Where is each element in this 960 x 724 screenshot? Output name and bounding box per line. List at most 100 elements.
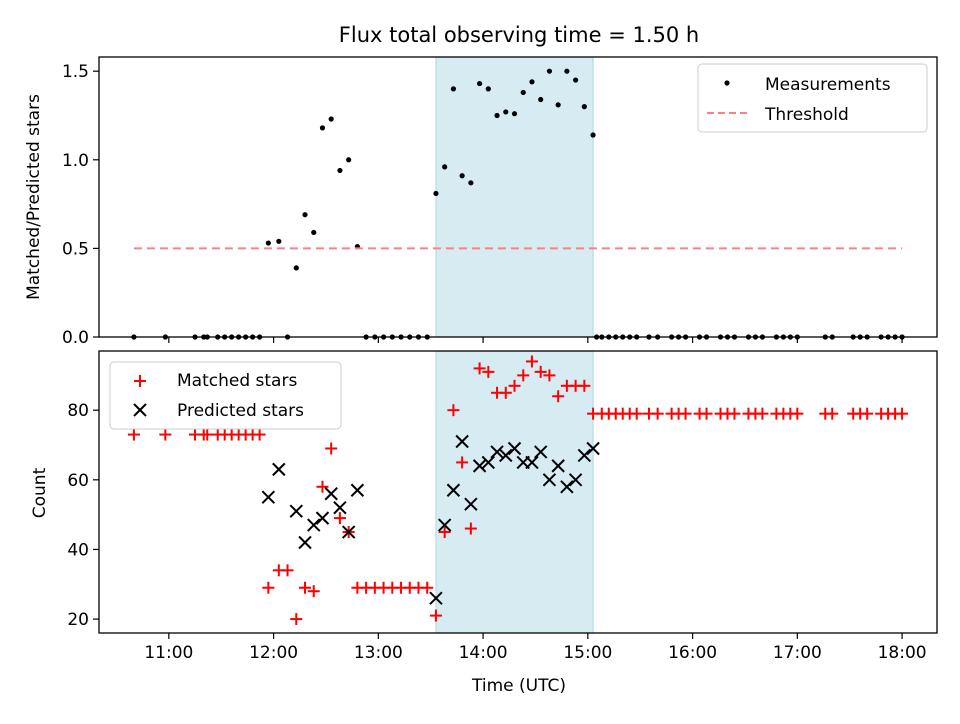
matched-point xyxy=(543,369,556,382)
measurement-point xyxy=(459,173,465,179)
legend-label-matched: Matched stars xyxy=(177,371,297,391)
predicted-point xyxy=(499,448,513,463)
x-axis-label: Time (UTC) xyxy=(471,676,566,696)
measurement-point xyxy=(328,116,334,122)
matched-point xyxy=(201,428,214,441)
x-tick-label: 11:00 xyxy=(144,643,193,663)
measurement-point xyxy=(555,102,561,108)
y-tick-label: 80 xyxy=(67,401,89,421)
matched-point xyxy=(517,369,530,382)
measurement-point xyxy=(590,132,596,138)
predicted-point xyxy=(437,518,452,532)
bottom-legend: Matched stars Predicted stars xyxy=(109,361,342,430)
y-tick-label: 0.0 xyxy=(62,328,89,348)
predicted-point xyxy=(586,441,600,456)
measurement-point xyxy=(573,77,579,83)
measurement-point xyxy=(311,229,317,236)
y-tick-label: 0.5 xyxy=(62,239,89,259)
legend-marker-predicted xyxy=(133,403,147,417)
x-tick-label: 15:00 xyxy=(563,643,612,663)
measurement-point xyxy=(276,238,282,244)
matched-point xyxy=(756,407,769,420)
matched-point xyxy=(281,564,294,577)
highlight-span xyxy=(435,350,594,634)
predicted-point xyxy=(525,455,539,470)
predicted-point xyxy=(333,500,347,515)
matched-point xyxy=(651,407,664,420)
matched-point xyxy=(421,581,434,594)
matched-point xyxy=(499,386,512,399)
matched-point xyxy=(456,456,469,469)
x-tick-label: 16:00 xyxy=(668,643,717,663)
matched-point xyxy=(826,407,839,420)
predicted-point xyxy=(307,518,321,532)
x-tick-label: 14:00 xyxy=(459,643,508,663)
matched-point xyxy=(552,390,565,403)
measurement-point xyxy=(520,89,526,96)
measurement-point xyxy=(503,109,509,115)
measurement-point xyxy=(529,79,535,85)
matched-point xyxy=(473,362,486,375)
predicted-point xyxy=(472,459,487,473)
top-y-axis-label: Matched/Predicted stars xyxy=(24,94,44,300)
matched-point xyxy=(307,585,320,598)
measurement-point xyxy=(450,86,457,92)
predicted-point xyxy=(481,455,496,470)
predicted-point xyxy=(350,483,365,497)
predicted-point xyxy=(464,497,478,511)
matched-point xyxy=(438,526,451,539)
measurement-point xyxy=(564,68,570,74)
highlight-span xyxy=(435,56,594,338)
top-legend: Measurements Threshold xyxy=(697,63,928,133)
measurement-point xyxy=(337,167,343,174)
predicted-point xyxy=(560,480,574,494)
x-tick-label: 12:00 xyxy=(249,643,298,663)
matched-point xyxy=(316,480,329,493)
measurement-point xyxy=(511,111,518,117)
matched-point xyxy=(253,428,266,441)
x-tick-label: 18:00 xyxy=(878,643,927,663)
legend-label-measurements: Measurements xyxy=(765,75,891,95)
measurement-point xyxy=(433,190,439,197)
predicted-point xyxy=(272,462,286,477)
measurement-point xyxy=(468,180,474,186)
matched-point xyxy=(299,581,312,594)
legend-label-predicted: Predicted stars xyxy=(177,401,304,421)
matched-point xyxy=(791,407,804,420)
matched-point xyxy=(679,407,692,420)
matched-point xyxy=(127,428,140,441)
legend-label-threshold: Threshold xyxy=(764,105,849,125)
y-tick-label: 40 xyxy=(67,540,89,560)
measurement-point xyxy=(485,86,491,92)
top-axes-frame xyxy=(98,56,938,338)
y-tick-label: 1.5 xyxy=(62,62,89,82)
measurement-point xyxy=(265,240,271,246)
legend-marker-matched xyxy=(134,375,146,387)
matched-point xyxy=(325,442,338,455)
measurement-point xyxy=(546,68,553,74)
matched-point xyxy=(429,609,442,622)
predicted-point xyxy=(577,448,592,463)
predicted-point xyxy=(289,504,303,518)
measurement-point xyxy=(302,212,308,218)
predicted-point xyxy=(507,441,522,456)
predicted-point xyxy=(324,487,338,501)
matched-point xyxy=(464,522,477,535)
x-tick-label: 13:00 xyxy=(354,643,403,663)
measurement-point xyxy=(581,104,587,110)
predicted-point xyxy=(490,445,504,459)
matched-point xyxy=(896,407,909,420)
measurement-point xyxy=(538,96,544,103)
matched-point xyxy=(728,407,741,420)
y-tick-label: 1.0 xyxy=(62,151,89,171)
predicted-point xyxy=(446,483,461,497)
legend-marker-measurements xyxy=(724,80,730,86)
predicted-point xyxy=(542,473,557,487)
measurement-point xyxy=(319,125,326,131)
predicted-point xyxy=(429,591,443,605)
predicted-point xyxy=(455,434,469,449)
matched-point xyxy=(534,365,547,378)
matched-point xyxy=(525,355,538,368)
chart-title: Flux total observing time = 1.50 h xyxy=(339,23,699,47)
